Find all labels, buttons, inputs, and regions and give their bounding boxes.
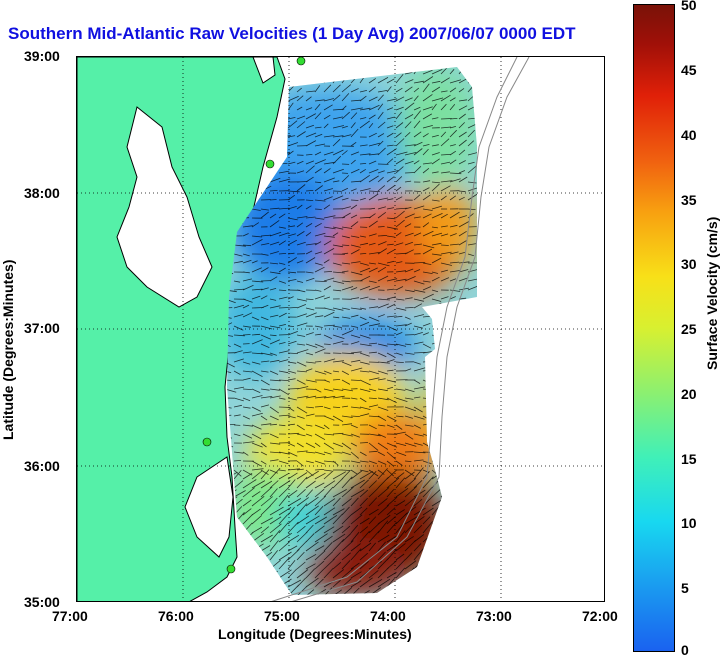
shelf-contour bbox=[271, 57, 518, 601]
pamlico-sound bbox=[184, 456, 234, 558]
cbar-tick-35: 35 bbox=[681, 192, 697, 208]
delaware-bay bbox=[252, 57, 276, 84]
y-tick-39: 39:00 bbox=[24, 48, 60, 64]
cbar-tick-0: 0 bbox=[681, 642, 689, 658]
cbar-tick-20: 20 bbox=[681, 386, 697, 402]
cbar-tick-10: 10 bbox=[681, 515, 697, 531]
cbar-tick-25: 25 bbox=[681, 321, 697, 337]
x-tick-77: 77:00 bbox=[52, 608, 88, 624]
station-marker bbox=[265, 159, 275, 169]
station-marker bbox=[202, 437, 212, 447]
colorbar bbox=[633, 4, 675, 652]
colorbar-label: Surface Velocity (cm/s) bbox=[704, 216, 720, 370]
station-marker bbox=[226, 564, 236, 574]
cbar-tick-5: 5 bbox=[681, 580, 689, 596]
cbar-tick-30: 30 bbox=[681, 256, 697, 272]
cbar-tick-40: 40 bbox=[681, 127, 697, 143]
map-grid bbox=[77, 57, 604, 601]
x-tick-74: 74:00 bbox=[370, 608, 406, 624]
shelf-contour bbox=[291, 57, 530, 601]
velocity-map bbox=[76, 56, 605, 602]
chesapeake-bay bbox=[116, 106, 213, 308]
map-title: Southern Mid-Atlantic Raw Velocities (1 … bbox=[8, 24, 576, 43]
x-tick-76: 76:00 bbox=[158, 608, 194, 624]
station-marker bbox=[296, 57, 306, 66]
y-tick-38: 38:00 bbox=[24, 185, 60, 201]
x-tick-73: 73:00 bbox=[476, 608, 512, 624]
y-axis-label: Latitude (Degrees:Minutes) bbox=[0, 259, 16, 440]
x-tick-75: 75:00 bbox=[264, 608, 300, 624]
x-axis-label: Longitude (Degrees:Minutes) bbox=[218, 626, 412, 642]
x-tick-72: 72:00 bbox=[582, 608, 618, 624]
cbar-tick-15: 15 bbox=[681, 451, 697, 467]
y-tick-35: 35:00 bbox=[24, 594, 60, 610]
y-tick-36: 36:00 bbox=[24, 458, 60, 474]
cbar-tick-45: 45 bbox=[681, 62, 697, 78]
cbar-tick-50: 50 bbox=[681, 0, 697, 13]
map-svg bbox=[77, 57, 604, 601]
y-tick-37: 37:00 bbox=[24, 320, 60, 336]
